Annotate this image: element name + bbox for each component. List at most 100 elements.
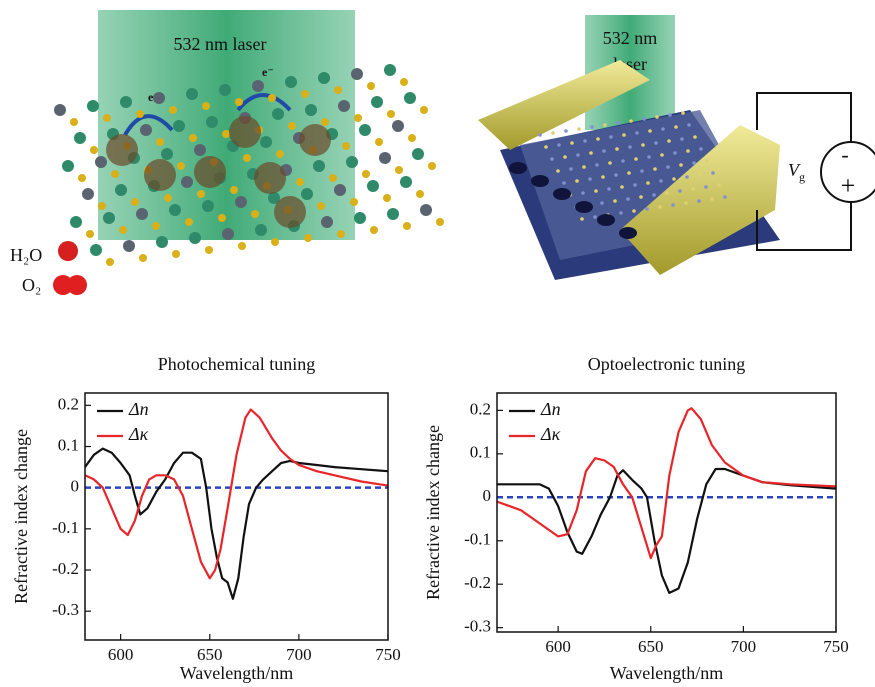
x-tick-label: 600 [545, 637, 571, 656]
atom [177, 162, 185, 170]
atom [375, 138, 383, 146]
lattice-atom [569, 167, 573, 171]
y-tick-label: -0.1 [52, 518, 79, 537]
lattice-atom [550, 157, 554, 161]
optoelectronic-illustration: 532 nm laser - + Vg [478, 15, 875, 280]
atom [329, 174, 337, 182]
atom [313, 160, 325, 172]
atom [156, 138, 164, 146]
lattice-atom [658, 205, 662, 209]
atom [219, 84, 231, 96]
lattice-atom [639, 195, 643, 199]
lattice-atom [551, 131, 555, 135]
y-tick-label: 0.2 [58, 394, 79, 413]
atom [337, 230, 345, 238]
charge-cloud [254, 162, 286, 194]
atom [288, 122, 296, 130]
legend-label: Δn [540, 399, 561, 419]
atom [106, 258, 114, 266]
atom [189, 134, 197, 142]
x-tick-label: 700 [286, 645, 312, 664]
lattice-atom [544, 145, 548, 149]
lattice-atom [602, 149, 606, 153]
atom [255, 224, 267, 236]
atom [90, 146, 98, 154]
x-tick-label: 750 [823, 637, 849, 656]
lattice-atom [629, 119, 633, 123]
x-tick-label: 600 [108, 645, 134, 664]
atom [70, 216, 82, 228]
lattice-atom [660, 153, 664, 157]
hole [531, 175, 549, 187]
atom [156, 236, 168, 248]
y-tick-label: 0 [483, 486, 492, 505]
atom [87, 100, 99, 112]
lattice-atom [607, 187, 611, 191]
atom [197, 190, 205, 198]
atom [268, 94, 276, 102]
oxygen-label: O₂ [22, 275, 41, 295]
atom [169, 204, 181, 216]
chart-title: Photochemical tuning [158, 354, 315, 374]
atom [271, 238, 279, 246]
charge-cloud [274, 196, 306, 228]
lattice-atom [646, 181, 650, 185]
atom [420, 204, 432, 216]
lattice-atom [633, 183, 637, 187]
lattice-atom [667, 139, 671, 143]
hole [575, 201, 593, 213]
lattice-atom [603, 123, 607, 127]
y-tick-label: 0 [71, 477, 80, 496]
lattice-atom [704, 185, 708, 189]
charge-cloud [106, 134, 138, 166]
lattice-atom [628, 145, 632, 149]
atom [301, 188, 313, 200]
atom [420, 106, 428, 114]
atom [218, 214, 226, 222]
lattice-atom [576, 153, 580, 157]
atom [416, 190, 424, 198]
atom [321, 216, 333, 228]
atom [384, 64, 396, 76]
water-label: H₂O [10, 245, 42, 265]
lattice-atom [687, 123, 691, 127]
x-axis-label: Wavelength/nm [610, 663, 724, 683]
lattice-atom [613, 199, 617, 203]
atom [205, 246, 213, 254]
atom [392, 120, 404, 132]
y-tick-label: -0.1 [464, 530, 491, 549]
gate-voltage-subscript: g [799, 170, 805, 184]
atom [334, 86, 342, 94]
lattice-atom [652, 193, 656, 197]
y-axis-label: Refractive index change [11, 429, 31, 604]
atom [317, 202, 325, 210]
atom [404, 92, 416, 104]
hole [619, 227, 637, 239]
atom [62, 160, 74, 172]
lattice-atom [562, 181, 566, 185]
atom [296, 178, 304, 186]
y-tick-label: 0.2 [470, 399, 491, 418]
atom [153, 92, 165, 104]
atom [202, 200, 214, 212]
atom [90, 244, 102, 256]
lattice-atom [648, 129, 652, 133]
x-tick-label: 650 [638, 637, 664, 656]
lattice-atom [684, 201, 688, 205]
hole [597, 214, 615, 226]
atom [334, 184, 346, 196]
lattice-atom [697, 199, 701, 203]
lattice-atom [570, 141, 574, 145]
lattice-atom [693, 135, 697, 139]
lattice-atom [595, 163, 599, 167]
lattice-atom [723, 195, 727, 199]
lattice-atom [600, 201, 604, 205]
legend-label: Δn [128, 399, 149, 419]
plus-sign: + [841, 171, 856, 200]
atom [408, 134, 416, 142]
atom [403, 222, 411, 230]
atom [131, 198, 139, 206]
atom [70, 118, 78, 126]
lattice-atom [665, 191, 669, 195]
atom [222, 130, 230, 138]
